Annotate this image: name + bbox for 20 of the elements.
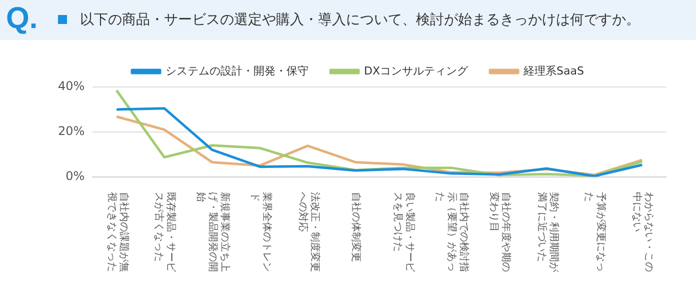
- legend-label: システムの設計・開発・保守: [166, 64, 309, 78]
- x-tick-label: 自社の年度や期の変わり目: [486, 192, 511, 274]
- x-tick-label: 契約・利用期間が満了に近づいた: [534, 192, 559, 274]
- x-tick-label: 既存製品・サービスが古くなった: [152, 192, 176, 274]
- x-tick-label: 自社の体制変更: [349, 192, 362, 264]
- x-tick-label: 業界全体のトレンド: [248, 192, 272, 274]
- x-tick-label: 自社内での検討指示（要望）があった: [433, 192, 469, 274]
- x-tick-label: 法改正・制度変更への対応: [296, 192, 320, 274]
- x-tick-label: わからない・この中にない: [630, 192, 654, 274]
- x-tick-label: 予算が変更になった: [582, 192, 606, 274]
- y-tick-label: 40%: [58, 79, 85, 94]
- y-tick-label: 20%: [58, 124, 85, 138]
- chart-title: 以下の商品・サービスの選定や購入・導入について、検討が始まるきっかけは何ですか。: [80, 11, 640, 29]
- legend-label: 経理系SaaS: [522, 64, 584, 78]
- text: Q.: [6, 2, 38, 36]
- x-tick-label: 良い製品・サービスを見つけた: [391, 192, 416, 274]
- legend-label: DXコンサルティング: [364, 64, 470, 78]
- y-tick-label: 0%: [66, 168, 85, 183]
- x-tick-label: 自社内の課題が無視できなくなった: [104, 192, 129, 274]
- x-tick-label: 新規事業の立ち上げ・製品開発の開始: [194, 192, 230, 274]
